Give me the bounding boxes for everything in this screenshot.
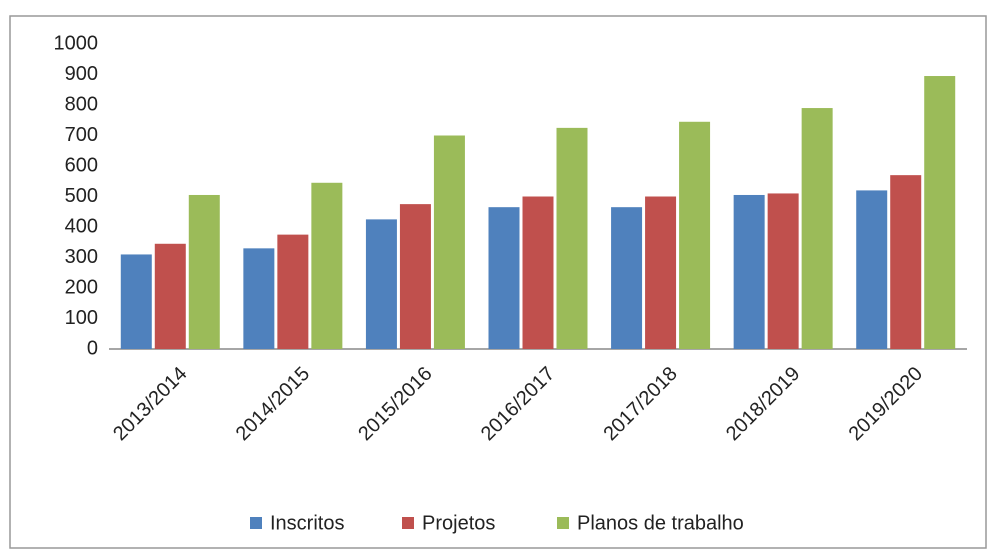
y-tick-label: 100 [65,307,98,329]
bar [556,127,588,349]
y-tick-label: 500 [65,185,98,207]
bar [924,76,956,350]
y-tick-label: 700 [65,124,98,146]
y-tick-label: 900 [65,63,98,85]
legend-label: Planos de trabalho [577,512,744,534]
legend-label: Projetos [422,512,495,534]
y-tick-label: 800 [65,93,98,115]
bar [277,234,309,349]
bar [522,196,554,349]
bar [801,108,833,349]
y-tick-label: 1000 [54,32,99,54]
bar [488,207,520,349]
bar [154,243,186,349]
y-tick-label: 0 [87,337,98,359]
legend-swatch [402,517,414,529]
bar [733,194,765,349]
y-tick-label: 300 [65,246,98,268]
bar [611,207,643,349]
legend-swatch [557,517,569,529]
bar [120,254,152,349]
y-tick-label: 400 [65,215,98,237]
bar [365,219,397,349]
bar [399,204,431,349]
bar [679,121,711,350]
bar [243,248,275,349]
bar [856,190,888,349]
bar [311,182,343,349]
bar [433,135,465,349]
bar [890,175,922,349]
bar [767,193,799,349]
legend-label: Inscritos [270,512,344,534]
bar [645,196,677,349]
y-tick-label: 600 [65,154,98,176]
y-tick-label: 200 [65,276,98,298]
legend-swatch [250,517,262,529]
bar [188,194,220,349]
